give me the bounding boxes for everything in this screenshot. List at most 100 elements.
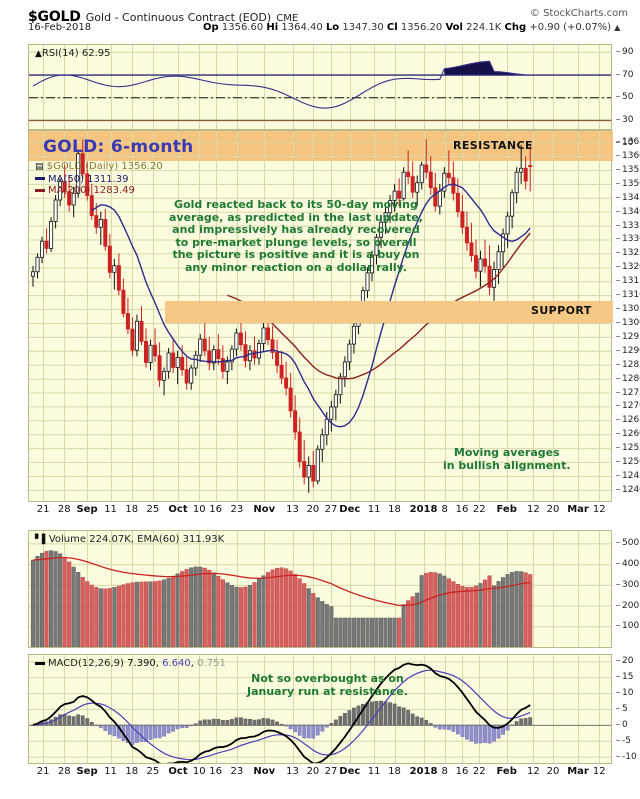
x-axis-tick-label: 2018 <box>409 766 438 777</box>
x-axis-tick-label: 16 <box>209 766 223 777</box>
price-y-tick: 1330 <box>616 235 640 244</box>
chart-header: $GOLD Gold - Continuous Contract (EOD) C… <box>28 6 628 38</box>
macd-y-tick: 20 <box>616 657 633 666</box>
macd-y-tick: 5 <box>616 705 628 714</box>
x-axis-tick-label: 11 <box>104 504 117 515</box>
low-value: 1347.30 <box>342 22 384 33</box>
change-up-arrow-icon: ▲ <box>614 23 621 32</box>
volume-svg <box>29 531 611 647</box>
x-axis-tick-label: 27 <box>324 766 338 777</box>
close-value: 1356.20 <box>400 22 443 33</box>
rsi-y-tick: 90 <box>616 47 633 56</box>
price-y-tick: 1325 <box>616 249 640 258</box>
price-legend-series: ▤ $GOLD (Daily) 1356.20 <box>35 161 163 174</box>
x-axis-tick-label: 16 <box>209 504 223 515</box>
price-y-tick: 1270 <box>616 402 640 411</box>
rsi-y-tick: 70 <box>616 70 633 79</box>
x-axis-tick-label: Sep <box>76 766 98 777</box>
macd-y-axis: 20 15 10 5 0 -5 -10 <box>616 654 640 764</box>
high-label: Hi <box>266 22 279 33</box>
x-axis-tick-label: Mar <box>567 766 589 777</box>
rsi-plot <box>29 45 611 129</box>
macd-plot <box>29 655 611 763</box>
macd-x-axis: 21 28 Sep 11 18 25 Oct 10 16 23 Nov 13 20 27 Dec 11 18 20… <box>28 766 612 782</box>
volume-y-tick: 400K <box>616 560 640 569</box>
open-label: Op <box>203 22 219 33</box>
x-axis-tick-label: 18 <box>388 766 401 777</box>
macd-y-tick: 0 <box>616 720 628 729</box>
price-y-tick: 1355 <box>616 165 640 174</box>
macd-legend: MACD(12,26,9) 7.390, 6.640, 0.751 <box>35 658 226 669</box>
price-legend: ▤ $GOLD (Daily) 1356.20 MA(50) 1311.39 M… <box>35 161 163 197</box>
x-axis-tick-label: 18 <box>125 504 139 515</box>
x-axis-tick-label: 12 <box>592 504 606 515</box>
price-y-tick: 1305 <box>616 305 640 314</box>
price-y-tick: 1245 <box>616 471 640 480</box>
rsi-panel: ▲RSI(14) 62.95 <box>28 44 612 130</box>
x-axis-tick-label: 25 <box>146 504 160 515</box>
x-axis-tick-label: 11 <box>367 766 381 777</box>
price-y-tick: 1275 <box>616 388 640 397</box>
x-axis-tick-label: 23 <box>230 504 244 515</box>
symbol-exchange: CME <box>276 13 299 24</box>
x-axis-tick-label: 22 <box>472 766 486 777</box>
x-axis-tick-label: 11 <box>104 766 117 777</box>
x-axis-tick-label: Sep <box>76 504 98 515</box>
price-legend-ma200: MA(200) 1283.49 <box>35 185 163 197</box>
ma200-text: MA(200) 1283.49 <box>48 185 135 196</box>
macd-legend-prefix: MACD(12,26,9) <box>48 658 124 669</box>
symbol-ticker: $GOLD <box>28 9 81 25</box>
annotation-moving-averages: Moving averages in bullish alignment. <box>443 446 571 472</box>
low-label: Lo <box>325 22 340 33</box>
header-title-line: $GOLD Gold - Continuous Contract (EOD) C… <box>28 6 298 25</box>
x-axis-tick-label: 10 <box>192 766 206 777</box>
x-axis-tick-label: 12 <box>526 766 540 777</box>
price-y-tick: 1335 <box>616 221 640 230</box>
ma50-text: MA(50) 1311.39 <box>48 173 129 185</box>
candlestick-glyph-icon: ▤ <box>35 162 44 172</box>
x-axis-tick-label: Dec <box>339 766 361 777</box>
price-legend-series-text: $GOLD (Daily) 1356.20 <box>46 161 163 172</box>
x-axis-tick-label: Feb <box>496 504 517 515</box>
x-axis-tick-label: 20 <box>546 766 560 777</box>
volume-y-tick: 200K <box>616 601 640 610</box>
price-y-tick: 1265 <box>616 416 640 425</box>
price-legend-ma50: MA(50) 1311.39 <box>35 174 163 186</box>
macd-y-tick: 10 <box>616 689 633 698</box>
x-axis-tick-label: 10 <box>192 504 206 515</box>
x-axis-tick-label: Nov <box>253 504 276 515</box>
x-axis-tick-label: 12 <box>526 504 540 515</box>
x-axis-tick-label: 27 <box>324 504 338 515</box>
price-plot <box>29 131 611 501</box>
macd-svg <box>29 655 611 763</box>
x-axis-tick-label: 2018 <box>409 504 438 515</box>
x-axis-tick-label: Oct <box>168 766 188 777</box>
volume-legend-text: Volume 224.07K, EMA(60) 311.93K <box>48 534 225 545</box>
resistance-label: RESISTANCE <box>453 139 533 152</box>
macd-legend-value: 7.390 <box>127 658 156 669</box>
annotation-macd: Not so overbought as on January run at r… <box>247 672 408 698</box>
price-x-axis: 21 28 Sep 11 18 25 Oct 10 16 23 Nov 13 20 27 Dec 11 18 20… <box>28 504 612 520</box>
x-axis-tick-label: Dec <box>339 504 361 515</box>
price-y-tick: 1260 <box>616 430 640 439</box>
volume-y-axis: 500K 400K 300K 200K 100K <box>616 530 640 648</box>
x-axis-tick-label: 20 <box>306 766 320 777</box>
rsi-glyph-icon: ▲ <box>35 49 42 59</box>
x-axis-tick-label: 28 <box>57 504 71 515</box>
price-y-tick: 1350 <box>616 179 640 188</box>
support-label: SUPPORT <box>531 304 592 317</box>
macd-panel: MACD(12,26,9) 7.390, 6.640, 0.751 Not so… <box>28 654 612 764</box>
macd-legend-hist: 0.751 <box>197 658 226 669</box>
price-y-tick: 1295 <box>616 332 640 341</box>
price-y-tick: 1240 <box>616 485 640 494</box>
rsi-legend: ▲RSI(14) 62.95 <box>35 48 111 60</box>
x-axis-tick-label: Mar <box>567 504 589 515</box>
change-value: +0.90 (+0.07%) <box>529 22 612 33</box>
x-axis-tick-label: Nov <box>253 766 276 777</box>
volume-y-tick: 500K <box>616 539 640 548</box>
x-axis-tick-label: 16 <box>455 766 469 777</box>
x-axis-tick-label: 8 <box>441 504 448 515</box>
x-axis-tick-label: 25 <box>146 766 160 777</box>
